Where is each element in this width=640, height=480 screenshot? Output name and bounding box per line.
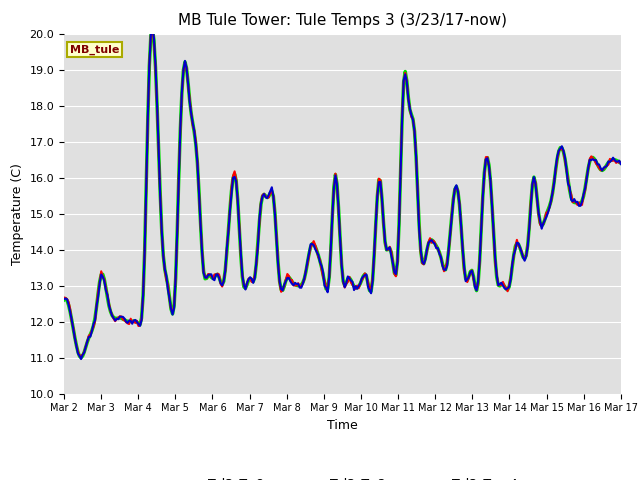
Title: MB Tule Tower: Tule Temps 3 (3/23/17-now): MB Tule Tower: Tule Temps 3 (3/23/17-now… [178,13,507,28]
Tul3_Ts-2 [148,25,156,31]
Tul3_Ts-8 [617,159,625,165]
Tul3_Tw+4 [130,318,138,324]
Tul3_Ts-2 [229,175,237,180]
Tul3_Tw+4 [617,160,625,166]
Text: MB_tule: MB_tule [70,44,119,55]
Tul3_Ts-2 [307,241,314,247]
Tul3_Ts-8 [589,155,596,161]
Line: Tul3_Ts-8: Tul3_Ts-8 [64,28,621,356]
Tul3_Ts-8 [307,244,314,250]
Tul3_Ts-8 [148,25,156,31]
Tul3_Ts-8 [130,319,138,324]
Tul3_Tw+4 [229,175,237,181]
Tul3_Ts-8 [76,353,83,359]
Tul3_Tw+4 [148,25,156,31]
Tul3_Ts-2 [60,296,68,302]
Tul3_Tw+4 [257,202,265,207]
Y-axis label: Temperature (C): Temperature (C) [11,163,24,264]
Tul3_Ts-8 [257,199,265,204]
Tul3_Ts-8 [229,173,237,179]
Tul3_Ts-2 [130,318,138,324]
Tul3_Ts-2 [257,201,265,206]
Legend: Tul3_Ts-8, Tul3_Ts-2, Tul3_Tw+4: Tul3_Ts-8, Tul3_Ts-2, Tul3_Tw+4 [162,472,523,480]
Tul3_Ts-2 [617,161,625,167]
Tul3_Tw+4 [589,155,596,160]
Tul3_Ts-2 [589,156,596,162]
Tul3_Tw+4 [60,297,68,303]
Tul3_Tw+4 [77,355,85,360]
Line: Tul3_Ts-2: Tul3_Ts-2 [64,28,621,359]
Tul3_Tw+4 [248,277,255,283]
Tul3_Ts-8 [248,279,255,285]
Line: Tul3_Tw+4: Tul3_Tw+4 [64,28,621,358]
Tul3_Ts-8 [60,295,68,300]
Tul3_Ts-2 [77,356,85,362]
Tul3_Tw+4 [307,244,314,250]
X-axis label: Time: Time [327,419,358,432]
Tul3_Ts-2 [248,276,255,282]
